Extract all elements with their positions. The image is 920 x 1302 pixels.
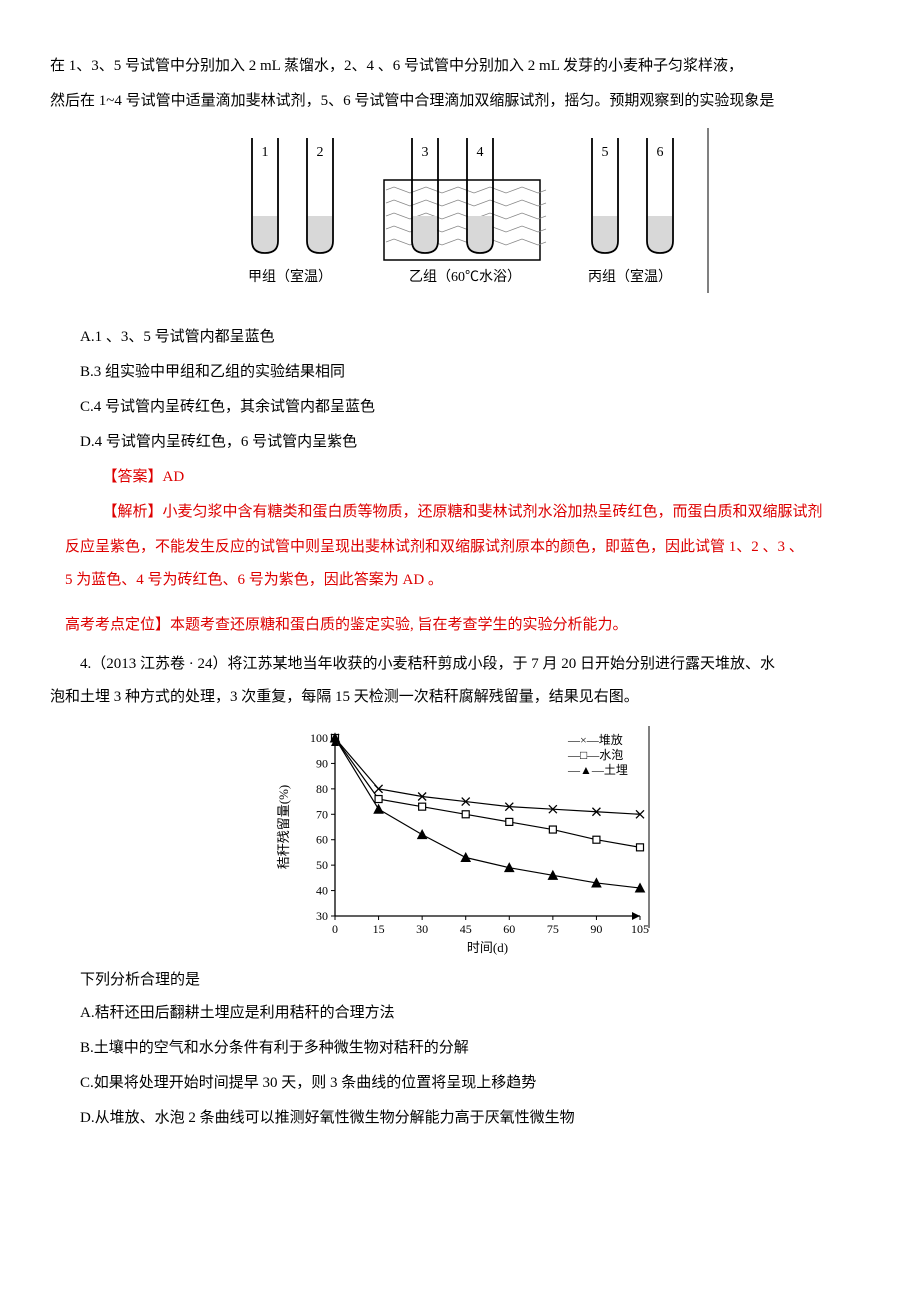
svg-text:时间(d): 时间(d) — [467, 940, 508, 955]
q4-option-a: A.秸秆还田后翻耕土埋应是利用秸秆的合理方法 — [80, 997, 870, 1030]
svg-text:1: 1 — [262, 145, 269, 160]
q3-diagram: 1 2 甲组（室温） 3 4 乙组（60℃水浴） 5 6 丙组（室温） — [50, 128, 870, 313]
q3-answer-label: 【答案】AD — [103, 461, 871, 494]
q3-answer-block: 【答案】AD 【解析】小麦匀浆中含有糖类和蛋白质等物质，还原糖和斐林试剂水浴加热… — [103, 461, 871, 529]
q4-option-b: B.土壤中的空气和水分条件有利于多种微生物对秸秆的分解 — [80, 1032, 870, 1065]
svg-text:45: 45 — [460, 922, 472, 936]
svg-text:15: 15 — [373, 922, 385, 936]
q3-explain-3: 5 为蓝色、4 号为砖红色、6 号为紫色，因此答案为 AD 。 — [65, 564, 870, 597]
q3-option-c: C.4 号试管内呈砖红色，其余试管内都呈蓝色 — [80, 391, 870, 424]
svg-text:2: 2 — [317, 145, 324, 160]
q3-explain-2: 反应呈紫色，不能发生反应的试管中则呈现出斐林试剂和双缩脲试剂原本的颜色，即蓝色，… — [65, 531, 870, 564]
svg-text:30: 30 — [416, 922, 428, 936]
svg-text:秸秆残留量(%): 秸秆残留量(%) — [276, 785, 291, 870]
svg-text:丙组（室温）: 丙组（室温） — [588, 268, 672, 285]
q3-option-b: B.3 组实验中甲组和乙组的实验结果相同 — [80, 356, 870, 389]
svg-text:30: 30 — [316, 909, 328, 923]
svg-text:100: 100 — [310, 731, 328, 745]
svg-text:80: 80 — [316, 782, 328, 796]
q4-option-d: D.从堆放、水泡 2 条曲线可以推测好氧性微生物分解能力高于厌氧性微生物 — [80, 1102, 870, 1135]
svg-text:105: 105 — [631, 922, 649, 936]
svg-text:乙组（60℃水浴）: 乙组（60℃水浴） — [409, 269, 521, 285]
q4-intro-1: 4.（2013 江苏卷 · 24）将江苏某地当年收获的小麦秸秆剪成小段，于 7 … — [50, 648, 870, 681]
svg-text:5: 5 — [602, 145, 609, 160]
svg-text:75: 75 — [547, 922, 559, 936]
q4-intro-2: 泡和土埋 3 种方式的处理，3 次重复，每隔 15 天检测一次秸秆腐解残留量，结… — [50, 681, 870, 714]
svg-text:甲组（室温）: 甲组（室温） — [248, 268, 332, 285]
svg-text:90: 90 — [590, 922, 602, 936]
q3-option-d: D.4 号试管内呈砖红色，6 号试管内呈紫色 — [80, 426, 870, 459]
q4-option-c: C.如果将处理开始时间提早 30 天，则 3 条曲线的位置将呈现上移趋势 — [80, 1067, 870, 1100]
tubes-diagram-svg: 1 2 甲组（室温） 3 4 乙组（60℃水浴） 5 6 丙组（室温） — [210, 128, 710, 313]
svg-text:6: 6 — [657, 145, 664, 160]
explain-prefix: 【解析】 — [103, 504, 163, 520]
svg-text:60: 60 — [316, 833, 328, 847]
svg-text:—□—水泡: —□—水泡 — [567, 748, 623, 762]
svg-text:4: 4 — [477, 145, 484, 160]
svg-text:90: 90 — [316, 756, 328, 770]
q4-chart: 30 40 50 60 70 80 90 100 0 15 30 45 60 75 90 105 时间(d) 秸秆… — [50, 726, 870, 956]
svg-text:50: 50 — [316, 858, 328, 872]
line-chart-svg: 30 40 50 60 70 80 90 100 0 15 30 45 60 75 90 105 时间(d) 秸秆… — [270, 726, 650, 956]
q4-prompt: 下列分析合理的是 — [50, 964, 870, 997]
q3-kaodian: 高考考点定位】本题考查还原糖和蛋白质的鉴定实验, 旨在考查学生的实验分析能力。 — [65, 609, 870, 642]
q3-option-a: A.1 、3、5 号试管内都呈蓝色 — [80, 321, 870, 354]
svg-text:0: 0 — [332, 922, 338, 936]
explain-body: 小麦匀浆中含有糖类和蛋白质等物质，还原糖和斐林试剂水浴加热呈砖红色，而蛋白质和双… — [163, 504, 823, 520]
svg-text:—×—堆放: —×—堆放 — [567, 732, 623, 747]
svg-text:—▲—土埋: —▲—土埋 — [567, 763, 628, 777]
svg-text:70: 70 — [316, 807, 328, 821]
svg-text:3: 3 — [422, 145, 429, 160]
q3-intro-2: 然后在 1~4 号试管中适量滴加斐林试剂，5、6 号试管中合理滴加双缩脲试剂，摇… — [50, 85, 870, 118]
svg-text:40: 40 — [316, 884, 328, 898]
svg-text:60: 60 — [503, 922, 515, 936]
q3-explain-1: 【解析】小麦匀浆中含有糖类和蛋白质等物质，还原糖和斐林试剂水浴加热呈砖红色，而蛋… — [103, 496, 871, 529]
q3-intro-1: 在 1、3、5 号试管中分别加入 2 mL 蒸馏水，2、4 、6 号试管中分别加… — [50, 50, 870, 83]
